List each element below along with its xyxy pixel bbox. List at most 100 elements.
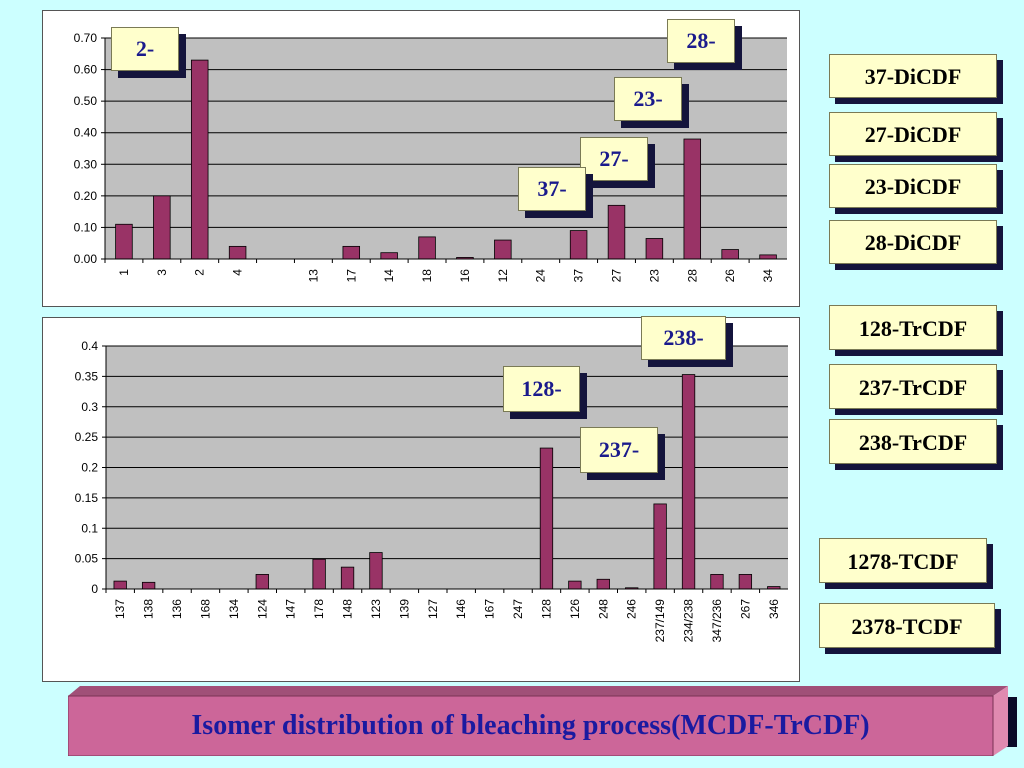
bar-chart-trcdf: 0 0.05 0.1 0.15 0.2 0.25 0.3 0.35 0.4 137 138 136 16… — [75, 339, 788, 643]
bar-138 — [141, 581, 156, 590]
x-tick-label: 27 — [610, 269, 624, 283]
x-tick-label: 346 — [767, 599, 781, 619]
y-tick-label: 0.15 — [75, 491, 99, 505]
bar-27 — [607, 204, 626, 260]
x-tick-label: 126 — [568, 599, 582, 619]
callout-128: 128- — [503, 366, 580, 412]
bar-26 — [721, 249, 739, 260]
bar-chart-dicdf: 0.000.100.200.300.400.500.600.701 3 2 4 13 17… — [74, 31, 787, 283]
x-tick-label: 138 — [142, 599, 156, 619]
y-tick-label: 0 — [91, 582, 98, 596]
y-tick-label: 0.60 — [74, 63, 98, 77]
callout-237: 237- — [580, 427, 658, 473]
bar-14 — [380, 252, 398, 260]
x-tick-label: 3 — [155, 269, 169, 276]
x-tick-label: 139 — [397, 599, 411, 619]
x-tick-label: 267 — [738, 599, 752, 619]
bar-126 — [568, 580, 582, 590]
bar-178 — [312, 558, 326, 590]
legend-128-trcdf: 128-TrCDF — [829, 305, 997, 350]
y-tick-label: 0.10 — [74, 220, 98, 234]
legend-238-trcdf: 238-TrCDF — [829, 419, 997, 464]
bar-267 — [738, 574, 753, 590]
y-tick-label: 0.4 — [81, 339, 98, 353]
x-tick-label: 17 — [344, 269, 358, 283]
x-tick-label: 124 — [255, 599, 269, 619]
x-tick-label: 2 — [193, 269, 207, 276]
bar-128 — [539, 447, 554, 590]
callout-2: 2- — [111, 27, 179, 71]
callout-28: 28- — [667, 19, 735, 63]
x-tick-label: 146 — [454, 599, 468, 619]
x-tick-label: 28 — [685, 269, 699, 283]
x-tick-label: 127 — [426, 599, 440, 619]
banner-title: Isomer distribution of bleaching process… — [191, 710, 870, 741]
x-tick-label: 23 — [647, 269, 661, 283]
x-tick-label: 37 — [572, 269, 586, 283]
x-tick-label: 167 — [483, 599, 497, 619]
bar-2 — [190, 59, 209, 260]
callout-238: 238- — [641, 316, 726, 360]
bar-237/149 — [653, 503, 667, 590]
bar-12 — [494, 239, 512, 260]
x-tick-label: 137 — [113, 599, 127, 619]
y-tick-label: 0.50 — [74, 94, 98, 108]
title-banner: Isomer distribution of bleaching process… — [68, 686, 1008, 756]
callout-37: 37- — [518, 167, 586, 211]
bar-37 — [569, 230, 588, 260]
banner-shape — [68, 686, 1008, 756]
x-tick-label: 16 — [458, 269, 472, 283]
y-tick-label: 0.2 — [81, 461, 98, 475]
x-tick-label: 347/236 — [710, 599, 724, 643]
bar-17 — [342, 245, 361, 260]
bar-4 — [228, 245, 247, 260]
y-tick-label: 0.25 — [75, 430, 99, 444]
bar-23 — [645, 238, 664, 260]
legend-23-dicdf: 23-DiCDF — [829, 164, 997, 208]
x-tick-label: 24 — [534, 269, 548, 283]
x-tick-label: 147 — [284, 599, 298, 619]
y-tick-label: 0.30 — [74, 157, 98, 171]
legend-2378-tcdf: 2378-TCDF — [819, 603, 995, 648]
y-tick-label: 0.1 — [81, 521, 98, 535]
bar-137 — [113, 580, 127, 590]
x-tick-label: 26 — [723, 269, 737, 283]
y-tick-label: 0.00 — [74, 252, 98, 266]
x-tick-label: 168 — [198, 599, 212, 619]
bar-3 — [153, 195, 171, 260]
bar-18 — [418, 236, 436, 260]
bar-148 — [340, 566, 355, 590]
legend-1278-tcdf: 1278-TCDF — [819, 538, 987, 583]
y-tick-label: 0.20 — [74, 189, 98, 203]
x-tick-label: 246 — [625, 599, 639, 619]
x-tick-label: 248 — [596, 599, 610, 619]
x-tick-label: 247 — [511, 599, 525, 619]
x-tick-label: 18 — [420, 269, 434, 283]
x-tick-label: 134 — [227, 599, 241, 619]
legend-237-trcdf: 237-TrCDF — [829, 364, 997, 409]
bar-34 — [759, 254, 777, 260]
y-tick-label: 0.70 — [74, 31, 98, 45]
x-tick-label: 1 — [117, 269, 131, 276]
x-tick-label: 12 — [496, 269, 510, 283]
x-tick-label: 14 — [382, 269, 396, 283]
x-tick-label: 13 — [306, 269, 320, 283]
x-tick-label: 234/238 — [682, 599, 696, 643]
bar-123 — [369, 552, 383, 590]
legend-37-dicdf: 37-DiCDF — [829, 54, 997, 98]
x-tick-label: 123 — [369, 599, 383, 619]
y-tick-label: 0.05 — [75, 552, 99, 566]
legend-27-dicdf: 27-DiCDF — [829, 112, 997, 156]
legend-28-dicdf: 28-DiCDF — [829, 220, 997, 264]
x-tick-label: 237/149 — [653, 599, 667, 643]
x-tick-label: 128 — [539, 599, 553, 619]
bar-248 — [596, 578, 610, 590]
bar-124 — [255, 574, 269, 590]
x-tick-label: 4 — [231, 269, 245, 276]
chart-panel-trcdf: 0 0.05 0.1 0.15 0.2 0.25 0.3 0.35 0.4 137 138 136 16… — [42, 317, 800, 682]
bar-347/236 — [710, 574, 724, 590]
bar-234/238 — [681, 374, 696, 590]
x-tick-label: 178 — [312, 599, 326, 619]
callout-23: 23- — [614, 77, 682, 121]
bar-28 — [683, 138, 702, 260]
